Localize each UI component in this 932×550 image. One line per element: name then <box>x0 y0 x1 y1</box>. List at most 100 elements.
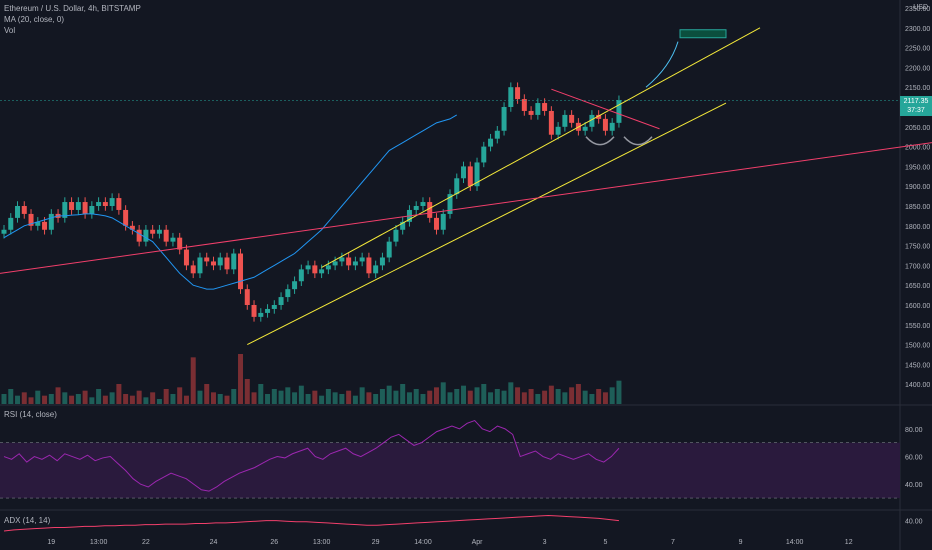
candle-body <box>379 257 385 266</box>
price-tick-label: 1750.00 <box>905 244 930 251</box>
volume-bar <box>89 397 95 404</box>
candle-body <box>339 257 345 262</box>
volume-bar <box>447 392 453 404</box>
volume-bar <box>420 394 426 404</box>
currency-label: USD <box>913 4 928 11</box>
volume-bar <box>258 384 264 404</box>
price-tick-label: 1600.00 <box>905 303 930 310</box>
price-tick-label: 1450.00 <box>905 362 930 369</box>
volume-bar <box>82 390 88 404</box>
price-tick-label: 1500.00 <box>905 343 930 350</box>
wedge-line <box>551 88 660 130</box>
volume-bar <box>589 394 595 404</box>
time-tick-label: 7 <box>671 539 675 546</box>
candle-body <box>488 138 494 147</box>
price-tick-label: 2150.00 <box>905 85 930 92</box>
price-tick-label: 2300.00 <box>905 26 930 33</box>
rsi-line <box>3 419 620 492</box>
volume-bar <box>515 387 521 404</box>
candle-body <box>28 213 34 226</box>
candle-body <box>542 103 548 111</box>
candle-body <box>420 202 426 206</box>
time-tick-label: 12 <box>845 539 853 546</box>
volume-bar <box>501 390 507 404</box>
candle-body <box>1 229 7 234</box>
time-tick-label: 22 <box>142 539 150 546</box>
volume-bar <box>204 384 210 404</box>
volume-bar <box>440 382 446 404</box>
volume-bar <box>319 395 325 404</box>
volume-bar <box>366 392 372 404</box>
volume-bar <box>150 392 156 404</box>
volume-bar <box>312 390 318 404</box>
candle-body <box>325 265 331 270</box>
candle-body <box>8 217 14 230</box>
volume-bar <box>292 392 298 404</box>
candle-body <box>569 114 575 123</box>
volume-bar <box>129 395 135 404</box>
volume-bar <box>69 395 75 404</box>
candle-body <box>609 122 615 131</box>
price-tick-label: 1550.00 <box>905 323 930 330</box>
volume-bar <box>528 389 534 404</box>
candle-body <box>217 257 223 266</box>
volume-bar <box>346 390 352 404</box>
candle-body <box>251 305 257 317</box>
volume-bar <box>15 395 21 404</box>
price-tick-label: 1800.00 <box>905 224 930 231</box>
candle-body <box>96 202 102 206</box>
candle-body <box>386 241 392 258</box>
symbol-legend: Ethereum / U.S. Dollar, 4h, BITSTAMP <box>4 4 141 13</box>
volume-bar <box>339 394 345 404</box>
candle-body <box>177 237 183 250</box>
candle-body <box>123 209 129 226</box>
volume-bar <box>582 390 588 404</box>
candle-body <box>163 229 169 242</box>
volume-bar <box>406 392 412 404</box>
candle-body <box>467 166 473 187</box>
volume-bar <box>238 354 244 404</box>
pattern-arc <box>623 136 653 146</box>
channel-upper-line <box>321 27 761 268</box>
time-tick-label: 14:00 <box>414 539 432 546</box>
candle-body <box>494 130 500 139</box>
volume-bar <box>1 394 7 404</box>
candle-body <box>346 257 352 266</box>
volume-bar <box>136 390 142 404</box>
price-tick-label: 2200.00 <box>905 65 930 72</box>
candle-body <box>447 194 453 214</box>
volume-bar <box>35 390 41 404</box>
last-price-value: 2117.35 <box>903 98 929 105</box>
volume-bar <box>305 394 311 404</box>
channel-lower-line <box>247 102 727 346</box>
volume-bar <box>569 387 575 404</box>
volume-bar <box>379 389 385 404</box>
candle-body <box>204 257 210 262</box>
volume-bar <box>102 395 108 404</box>
candle-body <box>461 166 467 179</box>
volume-bar <box>109 392 115 404</box>
candle-body <box>21 206 27 214</box>
volume-bar <box>325 389 331 404</box>
volume-bar <box>210 392 216 404</box>
volume-bar <box>542 390 548 404</box>
time-to-close: 37:37 <box>907 107 925 114</box>
volume-bar <box>393 390 399 404</box>
candle-body <box>183 249 189 266</box>
time-tick-label: 19 <box>47 539 55 546</box>
volume-bar <box>575 384 581 404</box>
volume-bar <box>217 394 223 404</box>
candle-body <box>156 229 162 234</box>
candle-body <box>224 257 230 270</box>
time-tick-label: 24 <box>210 539 218 546</box>
candle-body <box>258 312 264 317</box>
volume-bar <box>400 384 406 404</box>
vol-legend: Vol <box>4 26 16 35</box>
volume-bar <box>562 392 568 404</box>
volume-bar <box>433 387 439 404</box>
candle-body <box>589 114 595 127</box>
volume-bar <box>265 394 271 404</box>
time-tick-label: Apr <box>472 539 484 546</box>
candle-body <box>298 269 304 282</box>
